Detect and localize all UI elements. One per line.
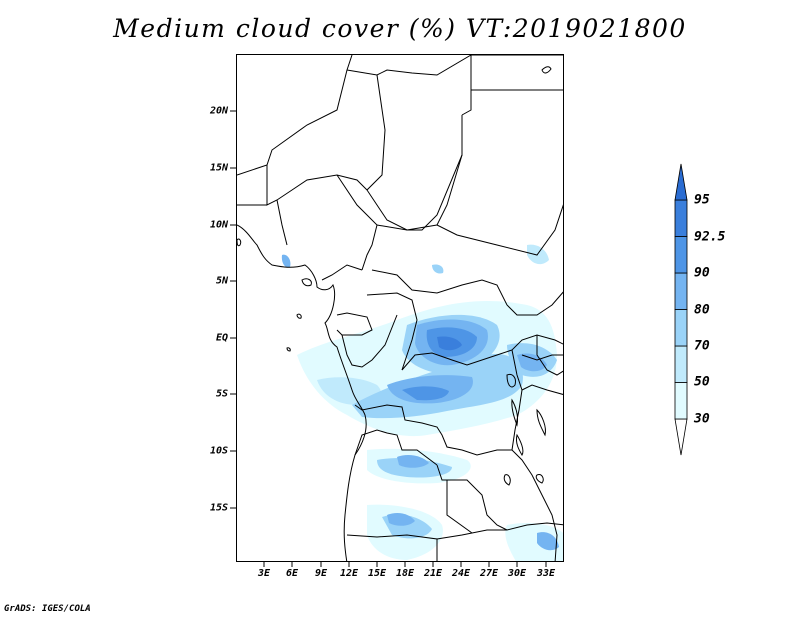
- colorbar-label: 70: [694, 338, 710, 354]
- map-panel: [236, 54, 564, 562]
- colorbar-segment: [674, 309, 688, 347]
- map-title: Medium cloud cover (%) VT:2019021800: [113, 14, 687, 43]
- lat-label: 5S: [215, 388, 228, 400]
- cloud-cover-shading: [281, 244, 563, 561]
- lon-label: 30E: [507, 568, 527, 579]
- lon-label: 27E: [479, 568, 499, 579]
- lon-label: 24E: [451, 568, 471, 579]
- colorbar-segment: [674, 382, 688, 420]
- credit-text: GrADS: IGES/COLA: [4, 604, 91, 614]
- colorbar-label: 50: [694, 374, 710, 390]
- country-borders: [237, 55, 563, 561]
- lon-label: 12E: [339, 568, 359, 579]
- colorbar-top-triangle: [674, 163, 688, 201]
- lon-label: 33E: [536, 568, 556, 579]
- colorbar-label: 80: [694, 302, 710, 318]
- lat-label: 5N: [215, 275, 228, 287]
- lat-label: 20N: [209, 105, 228, 117]
- colorbar-segment: [674, 345, 688, 383]
- lat-label: EQ: [215, 332, 228, 344]
- lat-label: 10S: [209, 445, 228, 457]
- lon-label: 21E: [423, 568, 443, 579]
- lon-label: 3E: [257, 568, 271, 579]
- lat-label: 10N: [209, 219, 228, 231]
- map-canvas: [237, 55, 563, 561]
- lon-label: 15E: [367, 568, 387, 579]
- colorbar-label: 92.5: [694, 229, 726, 245]
- lat-label: 15N: [209, 162, 228, 174]
- lat-label: 15S: [209, 502, 228, 514]
- lon-label: 18E: [395, 568, 415, 579]
- colorbar-segment: [674, 236, 688, 274]
- lon-label: 9E: [314, 568, 328, 579]
- colorbar-segment: [674, 199, 688, 237]
- colorbar-label: 95: [694, 192, 710, 208]
- colorbar-label: 90: [694, 265, 710, 281]
- lon-label: 6E: [285, 568, 299, 579]
- colorbar-label: 30: [694, 411, 710, 427]
- colorbar-segment: [674, 272, 688, 310]
- colorbar-bottom-triangle: [674, 418, 688, 456]
